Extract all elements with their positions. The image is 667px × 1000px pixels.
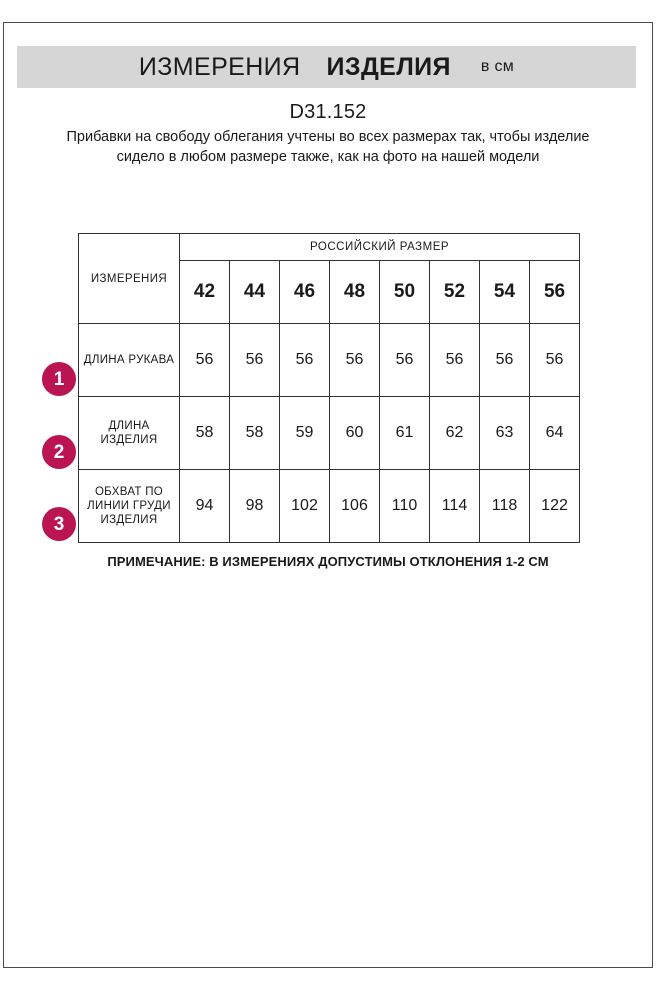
cell-r3-c4: 106	[329, 469, 380, 543]
cell-r2-c6: 62	[429, 396, 480, 470]
size-header-46: 46	[279, 260, 330, 324]
cell-r1-c6: 56	[429, 323, 480, 397]
table-group-header-row: ИЗМЕРЕНИЯ РОССИЙСКИЙ РАЗМЕР	[78, 233, 581, 324]
table-row: ДЛИНА ИЗДЕЛИЯ 58 58 59 60 61 62 63 64	[78, 396, 581, 470]
description-text: Прибавки на свободу облегания учтены во …	[66, 129, 590, 165]
cell-r1-c8: 56	[528, 323, 581, 397]
title-unit-label: в см	[480, 58, 515, 75]
cell-r1-c1: 56	[179, 323, 230, 397]
russian-size-group-header: РОССИЙСКИЙ РАЗМЕР	[178, 233, 581, 261]
article-code: D31.152	[289, 101, 367, 123]
size-header-52: 52	[429, 260, 480, 324]
table-row: ДЛИНА РУКАВА 56 56 56 56 56 56 56 56	[78, 323, 581, 397]
cell-r3-c8: 122	[528, 469, 581, 543]
cell-r1-c2: 56	[229, 323, 280, 397]
measurements-column-header: ИЗМЕРЕНИЯ	[78, 233, 180, 324]
cell-r2-c1: 58	[179, 396, 230, 470]
cell-r2-c8: 64	[528, 396, 581, 470]
row-badge-2: 2	[42, 435, 76, 469]
cell-r2-c7: 63	[479, 396, 530, 470]
title-product: ИЗДЕЛИЯ	[326, 52, 451, 81]
page-content: ИЗМЕРЕНИЯ ИЗДЕЛИЯ в см D31.152 Прибавки …	[4, 23, 652, 967]
cell-r1-c7: 56	[479, 323, 530, 397]
size-table-wrapper: ИЗМЕРЕНИЯ РОССИЙСКИЙ РАЗМЕР 42 44 46 48 …	[78, 233, 581, 543]
title-measurements: ИЗМЕРЕНИЯ	[138, 52, 301, 81]
cell-r3-c3: 102	[279, 469, 330, 543]
title-band: ИЗМЕРЕНИЯ ИЗДЕЛИЯ в см	[17, 46, 636, 88]
table-head: ИЗМЕРЕНИЯ РОССИЙСКИЙ РАЗМЕР 42 44 46 48 …	[78, 233, 581, 324]
size-header-44: 44	[229, 260, 280, 324]
size-header-42: 42	[179, 260, 230, 324]
cell-r3-c5: 110	[379, 469, 430, 543]
cell-r2-c2: 58	[229, 396, 280, 470]
cell-r1-c3: 56	[279, 323, 330, 397]
cell-r1-c4: 56	[329, 323, 380, 397]
row-label-chest-girth: ОБХВАТ ПО ЛИНИИ ГРУДИ ИЗДЕЛИЯ	[78, 469, 180, 543]
size-header-54: 54	[479, 260, 530, 324]
cell-r1-c5: 56	[379, 323, 430, 397]
table-size-header-row: 42 44 46 48 50 52 54 56	[79, 260, 581, 324]
size-table: ИЗМЕРЕНИЯ РОССИЙСКИЙ РАЗМЕР 42 44 46 48 …	[78, 233, 581, 543]
size-header-50: 50	[379, 260, 430, 324]
cell-r3-c7: 118	[479, 469, 530, 543]
cell-r3-c6: 114	[429, 469, 480, 543]
row-label-sleeve-length: ДЛИНА РУКАВА	[78, 323, 180, 397]
cell-r3-c2: 98	[229, 469, 280, 543]
table-row: ОБХВАТ ПО ЛИНИИ ГРУДИ ИЗДЕЛИЯ 94 98 102 …	[78, 469, 581, 543]
footer-note: ПРИМЕЧАНИЕ: В ИЗМЕРЕНИЯХ ДОПУСТИМЫ ОТКЛО…	[107, 554, 549, 569]
row-badge-3: 3	[42, 507, 76, 541]
row-label-product-length: ДЛИНА ИЗДЕЛИЯ	[78, 396, 180, 470]
page-frame: ИЗМЕРЕНИЯ ИЗДЕЛИЯ в см D31.152 Прибавки …	[3, 22, 653, 968]
size-header-56: 56	[528, 260, 581, 324]
cell-r2-c4: 60	[329, 396, 380, 470]
table-body: ДЛИНА РУКАВА 56 56 56 56 56 56 56 56 ДЛИ…	[78, 323, 581, 543]
cell-r2-c3: 59	[279, 396, 330, 470]
size-header-48: 48	[329, 260, 380, 324]
cell-r3-c1: 94	[179, 469, 230, 543]
cell-r2-c5: 61	[379, 396, 430, 470]
row-badge-1: 1	[42, 362, 76, 396]
